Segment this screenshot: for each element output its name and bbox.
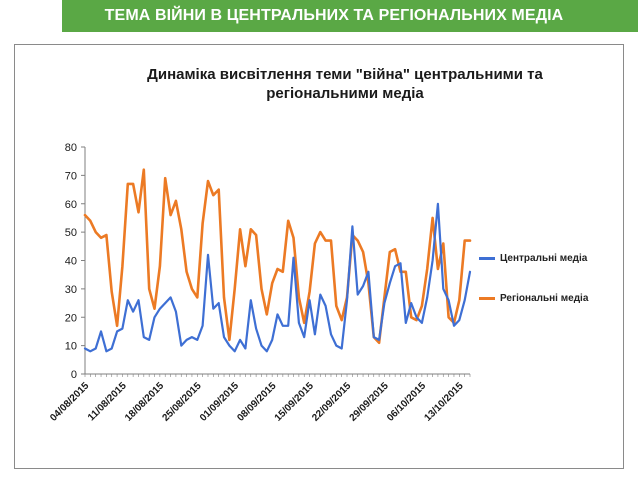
chart-title: Динаміка висвітлення теми "війна" центра…: [147, 66, 543, 102]
page-title: ТЕМА ВІЙНИ В ЦЕНТРАЛЬНИХ ТА РЕГІОНАЛЬНИХ…: [104, 7, 564, 24]
legend-swatch-regional: [479, 296, 495, 300]
x-tick-label: 15/09/2015: [273, 380, 316, 423]
y-tick-label: 60: [65, 199, 77, 211]
line-chart: 0102030405060708004/08/201511/08/201518/…: [48, 142, 472, 424]
series-line-central: [83, 202, 472, 353]
x-tick-label: 22/09/2015: [310, 380, 353, 423]
x-tick-label: 29/09/2015: [348, 380, 391, 423]
banner-background: [62, 0, 638, 32]
chart-legend: Центральні медіа Регіональні медіа: [479, 251, 588, 331]
x-tick-label: 04/08/2015: [48, 380, 91, 423]
legend-label-regional: Регіональні медіа: [500, 292, 589, 304]
y-tick-label: 40: [65, 256, 77, 268]
y-tick-label: 70: [65, 170, 77, 182]
x-tick-label: 18/08/2015: [123, 380, 166, 423]
x-tick-label: 13/10/2015: [422, 380, 465, 423]
x-tick-label: 25/08/2015: [160, 380, 203, 423]
y-tick-label: 10: [65, 341, 77, 353]
legend-item-central: Центральні медіа: [479, 251, 588, 265]
x-tick-label: 08/09/2015: [235, 380, 278, 423]
legend-label-central: Центральні медіа: [500, 252, 588, 264]
y-tick-label: 0: [71, 369, 77, 381]
y-tick-label: 80: [65, 142, 77, 154]
legend-item-regional: Регіональні медіа: [479, 291, 588, 305]
y-tick-label: 50: [65, 227, 77, 239]
legend-swatch-central: [479, 256, 495, 260]
header-banner: ТЕМА ВІЙНИ В ЦЕНТРАЛЬНИХ ТА РЕГІОНАЛЬНИХ…: [0, 0, 638, 32]
x-tick-label: 01/09/2015: [198, 380, 241, 423]
series-line-regional: [83, 168, 472, 345]
y-tick-label: 20: [65, 312, 77, 324]
chart-frame: 0 10 20 30 40 50 60 70 80 04/08/2015 11/08/2015 18/…: [14, 44, 624, 469]
y-tick-label: 30: [65, 284, 77, 296]
x-tick-label: 06/10/2015: [385, 380, 428, 423]
